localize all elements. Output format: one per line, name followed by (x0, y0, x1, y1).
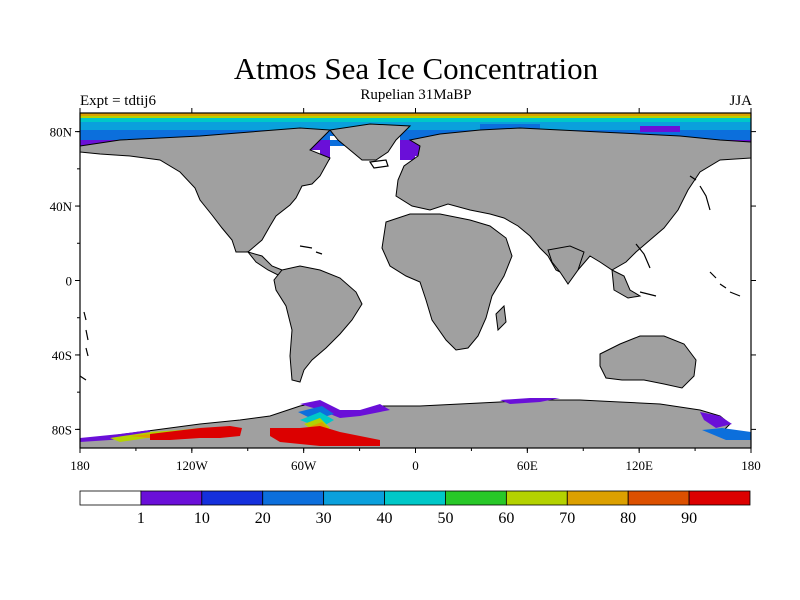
island-japan (689, 175, 711, 211)
antarctic-sea-ice (80, 398, 751, 446)
arctic-band-blue (80, 130, 751, 136)
colorbar-label: 1 (137, 510, 145, 527)
colorbar-swatch (566, 490, 629, 506)
x-tick-label: 120W (176, 458, 209, 473)
colorbar-label: 40 (377, 510, 393, 527)
colorbar-label: 50 (437, 510, 453, 527)
island-arctic (368, 159, 389, 169)
y-tick-label: 80S (52, 422, 72, 437)
axis-ticks: 80N 40N 0 40S 80S 180 120W 60W 0 60E 120E 180 (50, 108, 761, 473)
season-label: JJA (729, 93, 752, 109)
colorbar-swatch (262, 490, 325, 506)
x-tick-label: 180 (741, 458, 761, 473)
land-australia (599, 335, 697, 389)
colorbar-swatch (627, 490, 690, 506)
x-tick-label: 120E (625, 458, 653, 473)
x-tick-label: 0 (412, 458, 419, 473)
y-tick-label: 80N (50, 125, 73, 140)
y-tick-label: 0 (66, 274, 73, 289)
colorbar-label: 60 (498, 510, 514, 527)
antarctic-ice-red (150, 426, 380, 446)
island-indonesia (635, 243, 657, 297)
arctic-medblue-patch (480, 124, 540, 130)
colorbar-label: 20 (255, 510, 271, 527)
colorbar-label: 80 (620, 510, 636, 527)
land-south-america (273, 265, 363, 383)
colorbar: 1 10 20 30 40 50 60 70 80 90 (79, 490, 751, 527)
map-content (80, 113, 751, 448)
island-pacific-east (709, 271, 741, 297)
colorbar-swatch (201, 490, 264, 506)
colorbar-swatch (384, 490, 446, 506)
island-caribbean (299, 245, 323, 255)
colorbar-swatch (323, 490, 385, 506)
y-tick-label: 40N (50, 199, 73, 214)
land-north-america (80, 127, 332, 253)
colorbar-swatch (445, 490, 507, 506)
colorbar-swatch (79, 490, 142, 506)
arctic-band-orange (80, 113, 751, 116)
colorbar-label: 10 (194, 510, 210, 527)
x-tick-label: 60W (291, 458, 317, 473)
colorbar-label: 70 (559, 510, 575, 527)
land-madagascar (495, 304, 507, 332)
y-tick-label: 40S (52, 348, 72, 363)
experiment-label: Expt = tdtij6 (80, 93, 156, 109)
land-india (547, 245, 585, 285)
x-tick-label: 60E (517, 458, 538, 473)
colorbar-swatch (505, 490, 568, 506)
x-tick-label: 180 (70, 458, 90, 473)
land-southeast-asia (611, 269, 642, 299)
map-subtitle: Rupelian 31MaBP (360, 87, 472, 103)
map-title: Atmos Sea Ice Concentration (233, 51, 599, 86)
land-greenland (329, 123, 412, 161)
colorbar-label: 30 (316, 510, 332, 527)
island-outlines (80, 159, 741, 381)
colorbar-swatch (688, 490, 751, 506)
antarctic-ice-green (110, 418, 330, 442)
land-eurasia (395, 127, 751, 277)
land-africa (381, 213, 513, 351)
colorbar-label: 90 (681, 510, 697, 527)
colorbar-swatch (140, 490, 203, 506)
arctic-band-cyan (80, 118, 751, 122)
arctic-band-green (80, 116, 751, 118)
island-pacific-west (80, 311, 89, 381)
